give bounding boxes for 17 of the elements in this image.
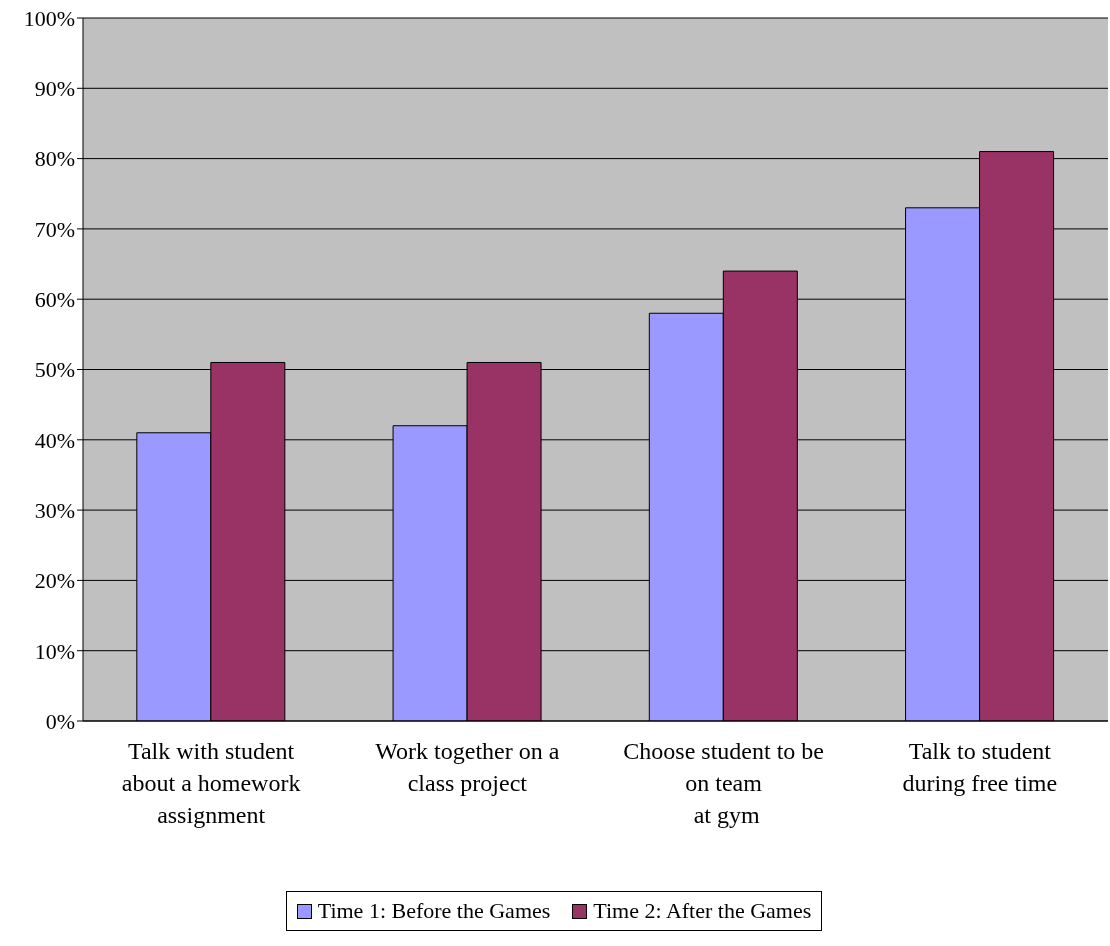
y-tick-label: 40% xyxy=(34,427,75,453)
y-tick-label: 80% xyxy=(34,146,75,172)
y-tick-label: 30% xyxy=(34,497,75,523)
y-tick-label: 70% xyxy=(34,216,75,242)
y-tick-label: 50% xyxy=(34,357,75,383)
y-tick-label: 0% xyxy=(45,708,75,734)
y-tick-label: 20% xyxy=(34,568,75,594)
x-tick-label: Work together on a class project xyxy=(375,738,560,796)
x-tick-label: Talk with student about a homework assignment xyxy=(121,738,301,828)
legend-label: Time 2: After the Games xyxy=(592,898,812,924)
y-tick-label: 100% xyxy=(23,5,75,31)
legend-label: Time 1: Before the Games xyxy=(316,898,551,924)
y-tick-label: 10% xyxy=(34,638,75,664)
x-tick-label: Choose student to be on team at gym xyxy=(623,738,824,828)
y-tick-label: 60% xyxy=(34,287,75,313)
y-tick-label: 90% xyxy=(34,76,75,102)
x-tick-label: Talk to student during free time xyxy=(902,738,1058,796)
